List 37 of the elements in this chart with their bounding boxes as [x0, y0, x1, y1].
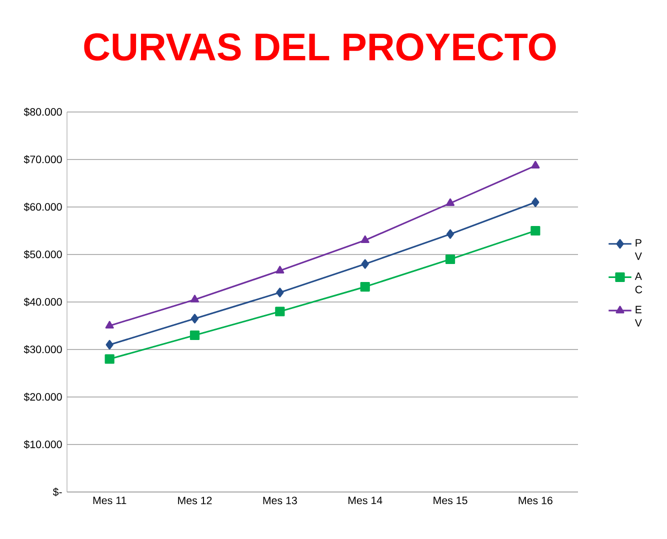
x-tick-label: Mes 11	[93, 496, 126, 504]
point	[106, 340, 114, 350]
point	[360, 235, 370, 244]
point	[190, 294, 200, 302]
point	[104, 354, 114, 364]
point	[532, 197, 540, 208]
chart-title: CURVAS DEL PROYECTO	[84, 33, 556, 61]
x-tick-label: Mes 15	[434, 496, 468, 504]
point	[105, 320, 114, 329]
point	[360, 282, 370, 292]
x-tick-label: Mes 16	[518, 496, 552, 504]
point	[276, 288, 284, 298]
y-tick-label: $40.000	[24, 298, 62, 306]
point	[275, 306, 285, 316]
y-tick-label: $80.000	[24, 108, 62, 116]
legend-label: P V	[634, 239, 642, 260]
point	[190, 314, 199, 324]
legend-label: A C	[634, 272, 642, 294]
point	[445, 254, 456, 264]
y-tick-label: $10.000	[24, 440, 62, 449]
legend-label: E V	[634, 306, 642, 327]
x-tick-label: Mes 12	[178, 496, 212, 504]
point	[276, 266, 284, 274]
x-tick-label: Mes 14	[348, 496, 382, 504]
y-tick-label: $50.000	[24, 250, 62, 259]
y-tick-label: $20.000	[24, 392, 62, 402]
point	[531, 160, 540, 168]
point	[446, 229, 454, 239]
point	[190, 330, 200, 340]
x-tick-label: Mes 13	[263, 496, 297, 504]
y-tick-label: $70.000	[24, 155, 62, 164]
y-tick-label: $60.000	[24, 202, 62, 212]
y-tick-label: $30.000	[24, 345, 62, 354]
point	[446, 198, 455, 206]
point	[361, 259, 369, 269]
y-tick-label: $-	[52, 488, 62, 496]
point	[530, 226, 540, 236]
